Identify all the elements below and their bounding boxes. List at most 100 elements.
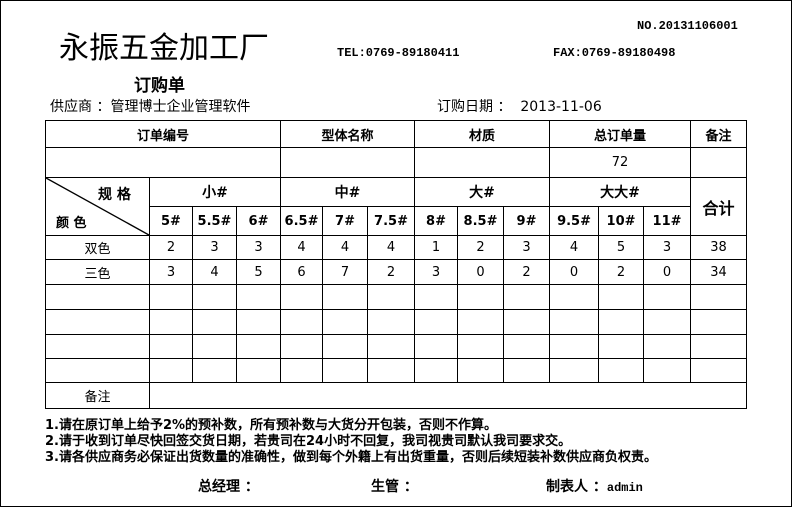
note-2: 2.请于收到订单尽快回签交货日期，若贵司在24小时不回复，我司视贵司默认我司要求… [45, 434, 572, 449]
qty-cell [280, 284, 324, 310]
size-header: 9.5# [549, 206, 600, 236]
size-group-row: 规 格 颜 色 小# 中# 大# 大大# 合计 [45, 177, 748, 236]
summary-value-row: 72 [44, 147, 748, 178]
supplier-label: 供应商 ： [50, 99, 111, 115]
spec-color-corner: 规 格 颜 色 [45, 177, 150, 236]
size-header: 10# [598, 206, 645, 236]
table-row [45, 284, 748, 310]
total-header: 合计 [690, 177, 748, 236]
qty-cell [280, 358, 324, 383]
color-label: 颜 色 [56, 216, 87, 231]
table-row [45, 358, 748, 383]
qty-cell: 2 [598, 259, 645, 285]
color-cell: 三色 [45, 259, 150, 285]
qty-cell [457, 334, 505, 359]
qty-cell: 5 [235, 259, 282, 285]
qty-cell [503, 309, 551, 335]
maker-value: admin [606, 481, 643, 495]
qty-cell [643, 284, 692, 310]
qty-cell: 4 [322, 235, 369, 260]
qty-cell [235, 358, 282, 383]
qty-cell [192, 334, 237, 359]
page-title: 订购单 [134, 76, 185, 96]
qty-cell [414, 309, 459, 335]
qty-cell [149, 334, 193, 359]
qty-cell [643, 309, 692, 335]
supplier: 供应商 ：管理博士企业管理软件 [50, 96, 250, 116]
qty-cell [235, 309, 282, 335]
qty-cell: 5 [598, 235, 645, 260]
qty-cell [598, 358, 645, 383]
date-value: 2013-11-06 [520, 99, 602, 115]
qty-cell [149, 309, 193, 335]
manager-signature: 总经理 ： [198, 479, 259, 495]
qty-cell: 6 [280, 259, 324, 285]
model-value [280, 147, 416, 178]
row-total: 34 [690, 259, 748, 285]
qty-cell: 3 [643, 235, 692, 260]
qty-cell [457, 284, 505, 310]
qty-cell [598, 309, 645, 335]
qty-cell: 3 [192, 235, 237, 260]
data-rows: 双色 2 3 3 4 4 4 1 2 3 4 5 3 38 三色 3 4 5 6 7 2 3 0 2 0 2 0 34 [45, 235, 748, 383]
production-signature: 生管 ： [371, 479, 418, 495]
company-name: 永振五金加工厂 [59, 31, 269, 66]
qty-cell [503, 334, 551, 359]
qty-cell [235, 334, 282, 359]
qty-cell: 4 [549, 235, 600, 260]
qty-cell [503, 358, 551, 383]
size-header: 7.5# [367, 206, 416, 236]
qty-cell: 2 [503, 259, 551, 285]
qty-cell [414, 358, 459, 383]
color-cell: 双色 [45, 235, 150, 260]
order-no-value [44, 147, 282, 178]
maker-label: 制表人 ： [546, 479, 607, 495]
qty-cell: 3 [149, 259, 193, 285]
qty-cell: 0 [457, 259, 505, 285]
size-header: 8# [414, 206, 459, 236]
qty-cell: 3 [414, 259, 459, 285]
header-material: 材质 [414, 120, 551, 148]
header-total-qty: 总订单量 [549, 120, 692, 148]
maker-signature: 制表人 ：admin [546, 476, 643, 496]
total-qty-value: 72 [549, 147, 692, 178]
note-1: 1.请在原订单上给予2%的预补数，所有预补数与大货分开包装，否则不作算。 [45, 418, 498, 433]
telephone: TEL:0769-89180411 [337, 46, 460, 60]
row-total [690, 309, 748, 335]
spec-label: 规 格 [98, 187, 131, 203]
size-header: 11# [643, 206, 692, 236]
qty-cell [322, 358, 369, 383]
remark-content [148, 382, 748, 409]
size-header: 5# [149, 206, 193, 236]
qty-cell [414, 334, 459, 359]
qty-cell: 3 [235, 235, 282, 260]
color-cell [45, 358, 150, 383]
qty-cell: 4 [280, 235, 324, 260]
size-row: 5# 5.5# 6# 6.5# 7# 7.5# 8# 8.5# 9# 9.5# 10# 11# [46, 206, 747, 236]
qty-cell [549, 358, 600, 383]
order-table: 订单编号 型体名称 材质 总订单量 备注 72 规 格 颜 色 小# 中# 大#… [44, 120, 748, 409]
color-cell [45, 334, 150, 359]
qty-cell [503, 284, 551, 310]
qty-cell [414, 284, 459, 310]
note-3: 3.请各供应商务必保证出货数量的准确性，做到每个外籍上有出货重量，否则后续短装补… [45, 450, 657, 465]
qty-cell [192, 358, 237, 383]
date-label: 订购日期 ： [437, 99, 512, 115]
qty-cell [457, 358, 505, 383]
qty-cell: 7 [322, 259, 369, 285]
row-total: 38 [690, 235, 748, 260]
qty-cell [457, 309, 505, 335]
qty-cell: 1 [414, 235, 459, 260]
size-group: 大大# [549, 177, 692, 207]
diagonal-line [46, 178, 149, 235]
qty-cell [367, 358, 416, 383]
size-group: 大# [414, 177, 551, 207]
qty-cell: 4 [192, 259, 237, 285]
order-number: NO.20131106001 [637, 19, 738, 33]
qty-cell [598, 284, 645, 310]
qty-cell [367, 309, 416, 335]
qty-cell [598, 334, 645, 359]
size-header: 7# [322, 206, 369, 236]
size-header: 5.5# [192, 206, 237, 236]
